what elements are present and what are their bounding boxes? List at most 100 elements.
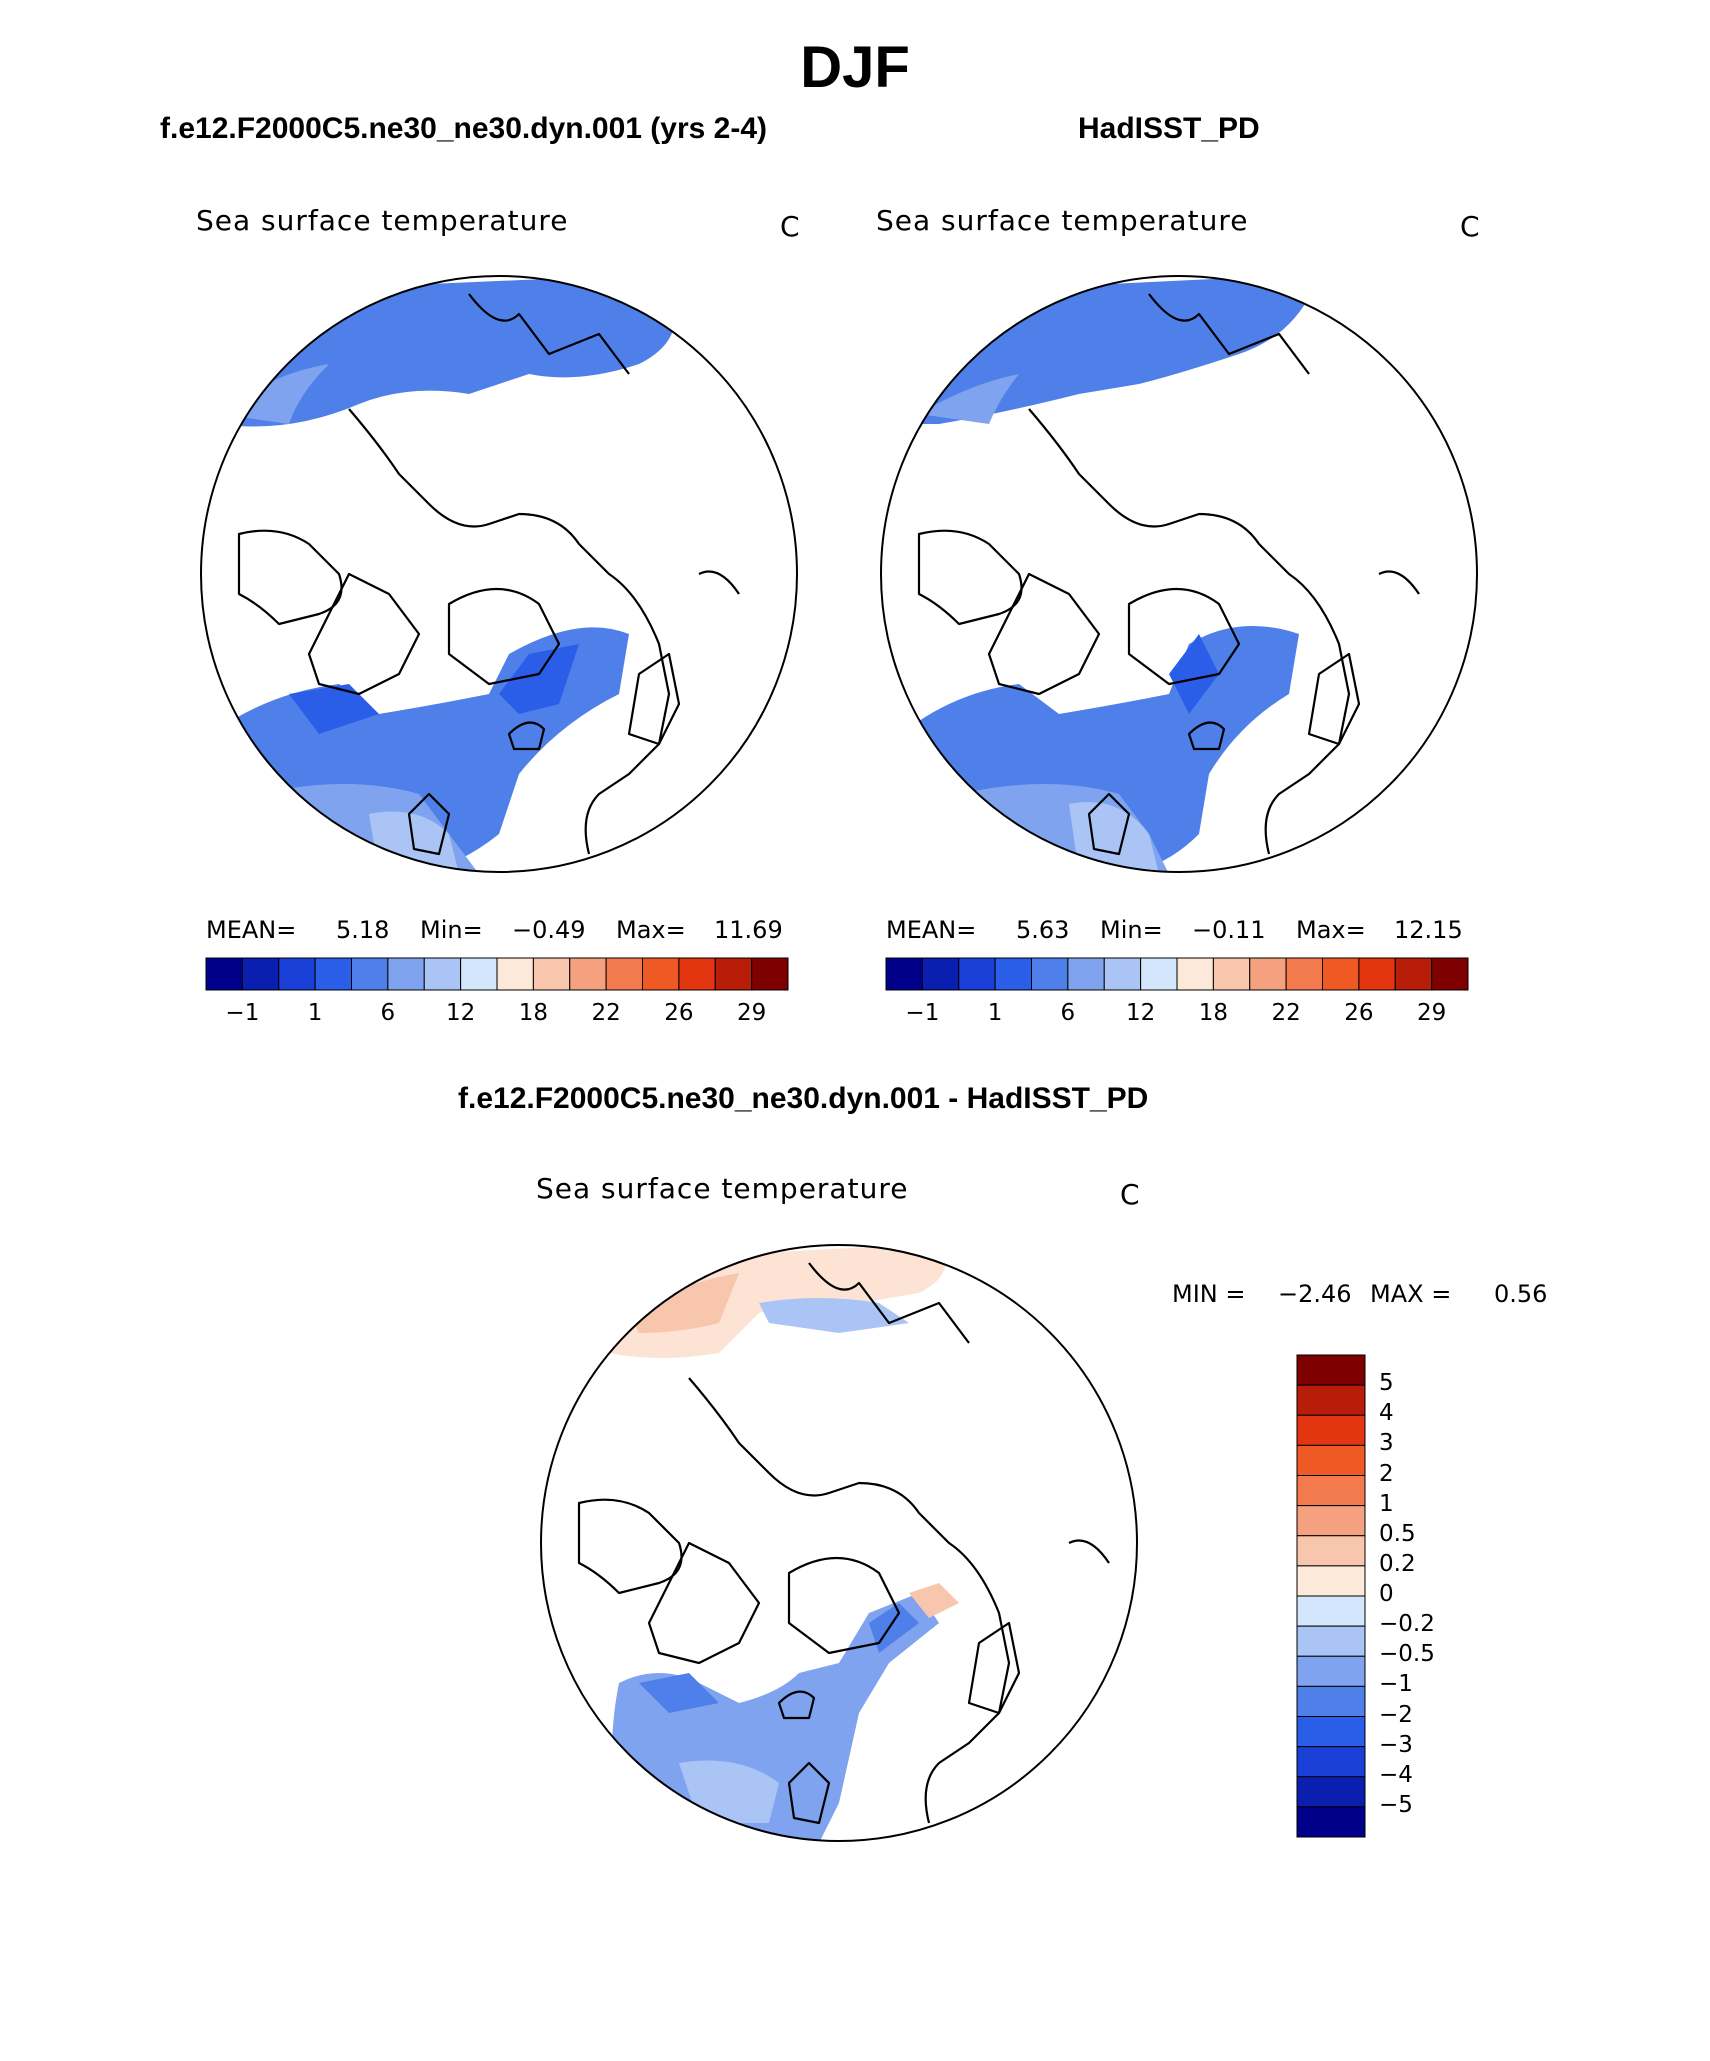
diff-max-label: MAX = xyxy=(1370,1280,1452,1308)
diff-colorbar-tick-label: −3 xyxy=(1379,1731,1413,1758)
diff-colorbar-tick-label: 3 xyxy=(1379,1430,1394,1457)
figure-title: DJF xyxy=(800,35,910,100)
diff-min: −2.46 xyxy=(1278,1280,1352,1308)
panel1-colorbar-swatch xyxy=(714,957,753,991)
diff-colorbar-swatch xyxy=(1296,1655,1366,1687)
panel2-colorbar-swatch xyxy=(1249,957,1287,991)
panel2-title: HadISST_PD xyxy=(1078,112,1260,145)
panel1-colorbar-swatch xyxy=(205,957,243,991)
diff-colorbar-swatch xyxy=(1296,1806,1366,1838)
panel2-colorbar-swatch xyxy=(1140,957,1178,991)
diff-atlantic-cool-pale xyxy=(679,1760,779,1823)
panel2-colorbar-tick-label: 26 xyxy=(1344,1000,1374,1026)
diff-variable: Sea surface temperature xyxy=(536,1172,909,1205)
diff-norway-warm xyxy=(909,1583,959,1618)
diff-colorbar-swatch xyxy=(1296,1475,1366,1507)
diff-colorbar-swatch xyxy=(1296,1535,1366,1567)
diff-atlantic-cool-deep xyxy=(639,1603,919,1713)
diff-colorbar-swatch xyxy=(1296,1384,1366,1416)
panel1-colorbar-swatch xyxy=(605,957,644,991)
panel2-colorbar-tick-label: 6 xyxy=(1060,1000,1076,1026)
panel1-min-label: Min= xyxy=(420,916,483,944)
diff-colorbar-tick-label: −0.5 xyxy=(1379,1641,1435,1668)
diff-colorbar-swatch xyxy=(1296,1595,1366,1627)
panel1-colorbar-tick-label: 6 xyxy=(380,1000,396,1026)
panel1-variable: Sea surface temperature xyxy=(196,204,569,237)
panel2-colorbar-swatch xyxy=(1176,957,1214,991)
panel1-colorbar-swatch xyxy=(314,957,353,991)
diff-colorbar-swatch xyxy=(1296,1414,1366,1446)
diff-min-label: MIN = xyxy=(1172,1280,1246,1308)
panel1-colorbar-tick-label: 29 xyxy=(736,1000,767,1026)
panel2-colorbar-swatch xyxy=(1067,957,1105,991)
panel1-colorbar xyxy=(205,957,789,991)
panel1-colorbar-tick-label: 1 xyxy=(307,1000,323,1026)
panel1-colorbar-swatch xyxy=(241,957,280,991)
panel2-colorbar-tick-label: 22 xyxy=(1271,1000,1301,1026)
panel2-colorbar-tick-label: 29 xyxy=(1416,1000,1447,1026)
diff-units: C xyxy=(1120,1178,1140,1211)
panel2-variable: Sea surface temperature xyxy=(876,204,1249,237)
panel1-units: C xyxy=(780,210,800,243)
diff-colorbar-tick-label: 1 xyxy=(1379,1490,1394,1517)
panel1-coastlines xyxy=(237,293,740,856)
diff-colorbar-swatch xyxy=(1296,1354,1366,1386)
panel1-colorbar-tick-label: 18 xyxy=(518,1000,549,1026)
panel2-colorbar-swatch xyxy=(921,957,960,991)
panel2-max-label: Max= xyxy=(1296,916,1366,944)
panel1-colorbar-tick-label: 26 xyxy=(664,1000,694,1026)
panel1-min: −0.49 xyxy=(512,916,586,944)
panel2-colorbar-swatch xyxy=(885,957,923,991)
panel2-colorbar-tick-label: −1 xyxy=(905,1000,940,1026)
panel1-colorbar-swatch xyxy=(460,957,498,991)
diff-colorbar-tick-label: 0 xyxy=(1379,1581,1394,1607)
diff-max: 0.56 xyxy=(1494,1280,1548,1308)
panel2-colorbar xyxy=(885,957,1469,991)
panel2-mean-label: MEAN= xyxy=(886,916,977,944)
diff-colorbar-swatch xyxy=(1296,1716,1366,1748)
panel2-colorbar-swatch xyxy=(1031,957,1069,991)
diff-colorbar-tick-label: −2 xyxy=(1379,1701,1413,1728)
panel2-colorbar-tick-label: 12 xyxy=(1125,1000,1156,1026)
panel1-title: f.e12.F2000C5.ne30_ne30.dyn.001 (yrs 2-4… xyxy=(160,112,768,145)
panel1-colorbar-tick-label: 12 xyxy=(445,1000,476,1026)
diff-title: f.e12.F2000C5.ne30_ne30.dyn.001 - HadISS… xyxy=(458,1082,1149,1115)
diff-colorbar-swatch xyxy=(1296,1565,1366,1597)
panel2-max: 12.15 xyxy=(1394,916,1463,944)
panel1-max-label: Max= xyxy=(616,916,686,944)
panel1-pacific-sst xyxy=(219,276,675,427)
panel1-colorbar-swatch xyxy=(751,957,789,991)
panel1-colorbar-swatch xyxy=(496,957,534,991)
panel1-mean-label: MEAN= xyxy=(206,916,297,944)
panel2-colorbar-swatch xyxy=(1212,957,1251,991)
panel2-units: C xyxy=(1460,210,1480,243)
panel2-colorbar-tick-label: 1 xyxy=(987,1000,1003,1026)
diff-colorbar-tick-label: 0.5 xyxy=(1379,1520,1416,1547)
panel2-mean: 5.63 xyxy=(1016,916,1070,944)
panel1-map xyxy=(200,275,798,873)
panel2-colorbar-swatch xyxy=(1394,957,1433,991)
diff-colorbar-swatch xyxy=(1296,1746,1366,1778)
panel2-map xyxy=(880,275,1478,873)
diff-colorbar-tick-label: 5 xyxy=(1379,1370,1394,1397)
panel2-colorbar-tick-label: 18 xyxy=(1198,1000,1229,1026)
panel2-colorbar-swatch xyxy=(1285,957,1324,991)
panel2-colorbar-swatch xyxy=(958,957,996,991)
diff-map xyxy=(540,1244,1138,1842)
panel1-colorbar-swatch xyxy=(642,957,680,991)
diff-colorbar-tick-label: −5 xyxy=(1379,1791,1413,1818)
panel1-colorbar-tick-label: −1 xyxy=(225,1000,260,1026)
panel1-atlantic-sst-deep xyxy=(289,644,579,734)
diff-colorbar-tick-label: −0.2 xyxy=(1379,1611,1435,1638)
panel1-colorbar-swatch xyxy=(423,957,462,991)
diff-pacific-warm-light xyxy=(629,1273,739,1333)
diff-colorbar-tick-label: −4 xyxy=(1379,1761,1413,1788)
diff-colorbar-swatch xyxy=(1296,1444,1366,1477)
diff-colorbar-tick-label: −1 xyxy=(1379,1671,1413,1698)
panel2-atlantic-sst-deep xyxy=(1169,634,1219,714)
panel2-colorbar-swatch xyxy=(994,957,1033,991)
panel1-colorbar-swatch xyxy=(569,957,607,991)
panel1-colorbar-swatch xyxy=(678,957,716,991)
panel2-colorbar-swatch xyxy=(1358,957,1396,991)
panel1-colorbar-swatch xyxy=(532,957,571,991)
